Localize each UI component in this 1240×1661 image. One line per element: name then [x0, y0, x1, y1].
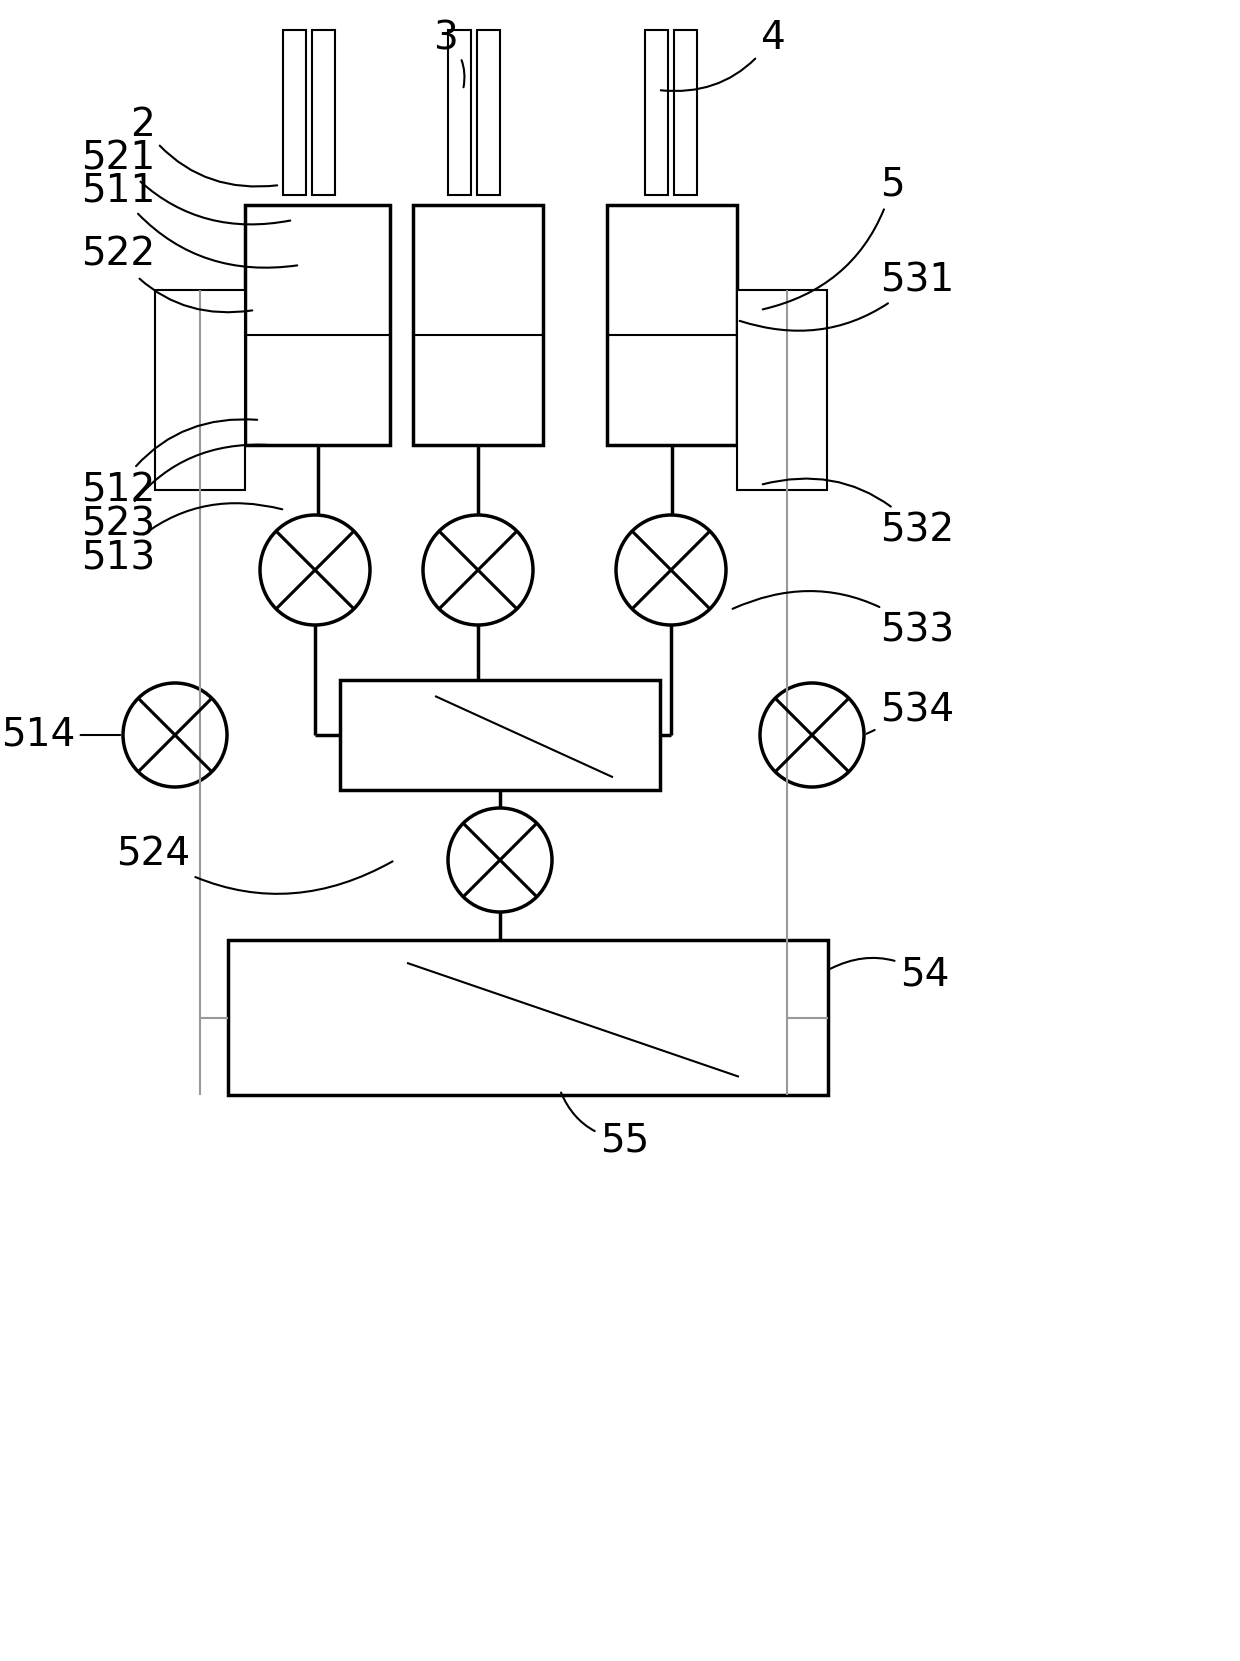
- Text: 55: 55: [560, 1093, 650, 1159]
- Text: 54: 54: [831, 957, 950, 993]
- Bar: [340, 679, 660, 791]
- Circle shape: [760, 683, 864, 787]
- Text: 514: 514: [1, 716, 120, 754]
- Circle shape: [616, 515, 725, 625]
- Circle shape: [123, 683, 227, 787]
- Bar: [737, 291, 827, 490]
- Circle shape: [448, 807, 552, 912]
- Bar: [608, 204, 737, 445]
- Text: 524: 524: [115, 835, 393, 894]
- Text: 511: 511: [81, 171, 298, 267]
- Bar: [477, 30, 500, 194]
- Text: 512: 512: [81, 419, 257, 508]
- Bar: [155, 291, 246, 490]
- Text: 533: 533: [733, 591, 954, 649]
- Text: 513: 513: [81, 503, 283, 576]
- Bar: [448, 30, 471, 194]
- Text: 523: 523: [81, 445, 268, 545]
- Text: 532: 532: [763, 478, 954, 550]
- Bar: [645, 30, 668, 194]
- Text: 2: 2: [130, 106, 278, 186]
- Text: 5: 5: [763, 166, 905, 309]
- Bar: [312, 30, 335, 194]
- Bar: [413, 204, 543, 445]
- Text: 522: 522: [81, 236, 252, 312]
- Bar: [228, 940, 828, 1095]
- Circle shape: [260, 515, 370, 625]
- Bar: [675, 30, 697, 194]
- Bar: [246, 204, 391, 445]
- Circle shape: [423, 515, 533, 625]
- Text: 531: 531: [739, 261, 955, 331]
- Text: 521: 521: [81, 140, 290, 224]
- Bar: [283, 30, 306, 194]
- Text: 4: 4: [661, 18, 785, 91]
- Text: 3: 3: [433, 18, 465, 88]
- Text: 534: 534: [867, 691, 954, 734]
